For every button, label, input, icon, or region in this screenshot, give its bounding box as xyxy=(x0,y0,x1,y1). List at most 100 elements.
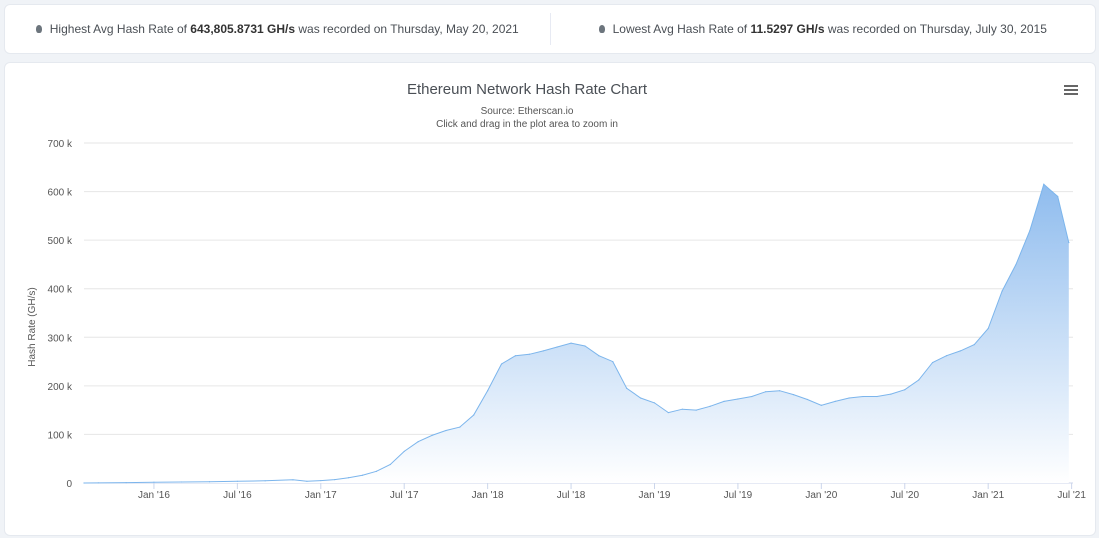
data-point xyxy=(945,355,948,357)
data-point xyxy=(97,482,99,484)
hash-rate-chart[interactable]: Ethereum Network Hash Rate Chart Source:… xyxy=(5,63,1095,535)
data-point xyxy=(264,480,266,482)
data-point xyxy=(765,391,767,393)
x-tick-label: Jul '21 xyxy=(1057,490,1086,501)
data-point xyxy=(779,390,781,392)
data-point xyxy=(208,481,211,483)
x-tick-label: Jan '20 xyxy=(805,490,837,501)
data-point xyxy=(1051,190,1053,193)
data-point xyxy=(528,353,530,355)
data-point xyxy=(612,360,614,363)
data-point xyxy=(320,479,322,482)
y-tick-label: 600 k xyxy=(48,188,73,199)
data-point xyxy=(1043,183,1045,185)
data-point xyxy=(681,408,683,410)
hash-rate-chart-card: Ethereum Network Hash Rate Chart Source:… xyxy=(4,62,1096,536)
hash-rate-line xyxy=(83,183,1070,484)
data-point xyxy=(306,480,308,482)
data-point xyxy=(417,441,419,443)
x-tick-label: Jan '18 xyxy=(472,490,504,501)
data-point xyxy=(834,400,836,402)
chart-subtitle-hint: Click and drag in the plot area to zoom … xyxy=(436,119,618,130)
data-point xyxy=(904,389,906,391)
data-point xyxy=(445,429,447,432)
hash-rate-stats: Highest Avg Hash Rate of 643,805.8731 GH… xyxy=(4,4,1096,54)
y-tick-label: 0 xyxy=(66,479,72,490)
data-point xyxy=(125,482,127,484)
data-point xyxy=(334,479,336,481)
data-point xyxy=(639,397,642,399)
data-point xyxy=(862,395,864,398)
hamburger-menu-icon[interactable] xyxy=(1064,85,1078,95)
data-point xyxy=(626,387,628,389)
highest-stat: Highest Avg Hash Rate of 643,805.8731 GH… xyxy=(5,22,550,36)
data-point xyxy=(556,346,558,348)
x-tick-label: Jan '21 xyxy=(972,490,1004,501)
lowest-stat: Lowest Avg Hash Rate of 11.5297 GH/s was… xyxy=(551,22,1096,36)
data-point xyxy=(181,481,183,483)
divider xyxy=(549,13,551,45)
data-point xyxy=(1015,263,1017,266)
data-point xyxy=(598,355,600,357)
data-point xyxy=(931,361,934,364)
data-point xyxy=(792,394,795,396)
data-point xyxy=(959,350,961,352)
y-tick-label: 500 k xyxy=(48,236,73,247)
x-tick-label: Jul '20 xyxy=(890,490,919,501)
data-point xyxy=(403,450,405,453)
y-tick-label: 400 k xyxy=(48,285,73,296)
data-point xyxy=(876,395,878,398)
data-point xyxy=(1057,195,1059,198)
x-tick-label: Jul '17 xyxy=(390,490,419,501)
x-tick-label: Jul '18 xyxy=(557,490,586,501)
hash-rate-area xyxy=(84,184,1069,484)
data-point xyxy=(361,474,364,476)
y-tick-label: 300 k xyxy=(48,333,73,344)
data-point xyxy=(987,327,989,330)
data-point xyxy=(153,481,155,483)
data-point xyxy=(473,414,475,416)
data-point xyxy=(459,426,461,428)
y-tick-label: 200 k xyxy=(48,382,73,393)
x-tick-label: Jan '17 xyxy=(305,490,337,501)
y-tick-label: 700 k xyxy=(48,139,73,150)
stat-text: Highest Avg Hash Rate of xyxy=(49,22,191,36)
data-point xyxy=(375,470,378,472)
data-point xyxy=(347,477,350,479)
data-point xyxy=(1029,229,1031,232)
x-tick-label: Jul '16 xyxy=(223,490,252,501)
data-point xyxy=(514,355,517,357)
data-point xyxy=(973,343,975,346)
y-tick-label: 100 k xyxy=(48,430,73,441)
data-point xyxy=(737,398,739,400)
data-point xyxy=(584,345,586,347)
data-point xyxy=(709,405,711,407)
chart-subtitle: Source: Etherscan.io xyxy=(481,106,574,117)
lightbulb-icon xyxy=(35,25,42,33)
stat-text: was recorded on Thursday, July 30, 2015 xyxy=(824,22,1047,36)
x-tick-label: Jan '16 xyxy=(138,490,170,501)
data-point xyxy=(1068,241,1070,244)
stat-value: 643,805.8731 GH/s xyxy=(190,22,296,36)
data-point xyxy=(806,398,809,401)
data-point xyxy=(653,402,656,404)
data-point xyxy=(292,479,294,481)
data-point xyxy=(723,400,725,402)
data-point xyxy=(389,463,391,466)
data-point xyxy=(542,350,544,352)
data-point xyxy=(820,404,822,406)
x-tick-label: Jan '19 xyxy=(639,490,671,501)
chart-title: Ethereum Network Hash Rate Chart xyxy=(407,81,648,98)
x-tick-label: Jul '19 xyxy=(724,490,753,501)
data-point xyxy=(918,379,920,381)
data-point xyxy=(431,434,433,436)
data-point xyxy=(890,393,892,395)
data-point xyxy=(1001,290,1003,292)
lightbulb-icon xyxy=(598,25,605,33)
data-point xyxy=(236,480,238,482)
y-axis-label: Hash Rate (GH/s) xyxy=(27,287,38,366)
stat-text: was recorded on Thursday, May 20, 2021 xyxy=(295,22,519,36)
stat-text: Lowest Avg Hash Rate of xyxy=(612,22,751,36)
data-point xyxy=(83,482,85,484)
data-point xyxy=(695,409,697,411)
